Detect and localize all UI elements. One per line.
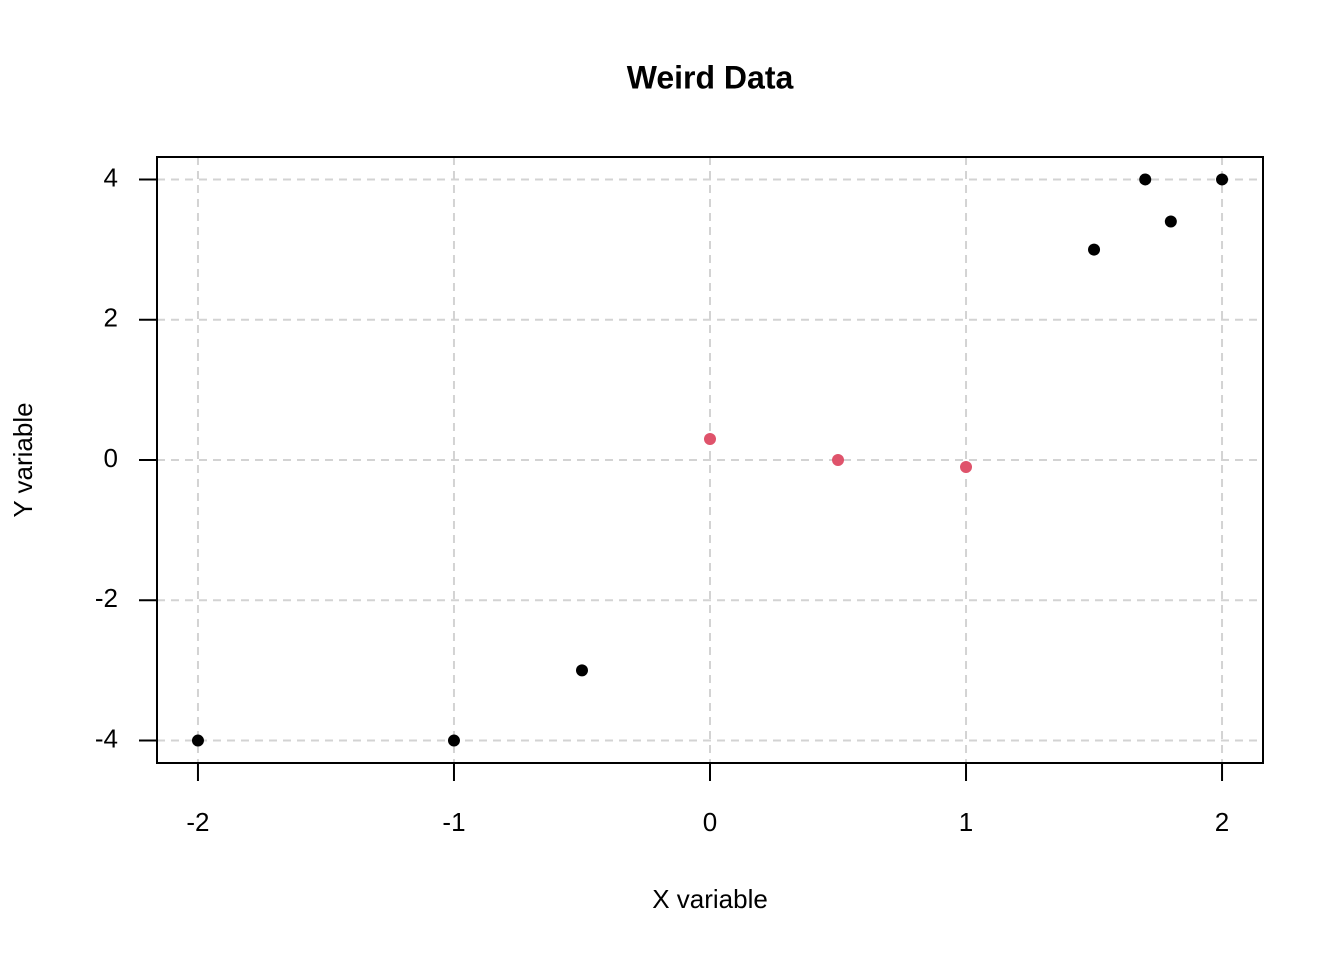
x-tick-label: 2 xyxy=(1215,807,1229,837)
y-tick-label: -2 xyxy=(95,583,118,613)
y-tick-label: 2 xyxy=(104,303,118,333)
point xyxy=(191,734,204,747)
point xyxy=(704,432,716,445)
plot-frame xyxy=(156,156,1264,764)
point xyxy=(575,664,588,677)
chart-title: Weird Data xyxy=(627,59,794,95)
x-tick-label: 0 xyxy=(703,807,717,837)
y-axis-label: Y variable xyxy=(8,402,38,517)
y-tick-label: 0 xyxy=(104,443,118,473)
point xyxy=(1216,173,1229,186)
x-tick-label: 1 xyxy=(959,807,973,837)
point xyxy=(832,454,845,466)
point xyxy=(1139,173,1152,186)
x-axis-label: X variable xyxy=(652,884,768,914)
x-tick-label: -1 xyxy=(442,807,465,837)
y-tick-label: -4 xyxy=(95,723,118,753)
point xyxy=(1164,215,1177,228)
point xyxy=(960,461,973,474)
y-tick-label: 4 xyxy=(104,162,118,192)
x-tick-label: -2 xyxy=(186,807,209,837)
point xyxy=(447,734,460,747)
point xyxy=(1088,243,1101,256)
